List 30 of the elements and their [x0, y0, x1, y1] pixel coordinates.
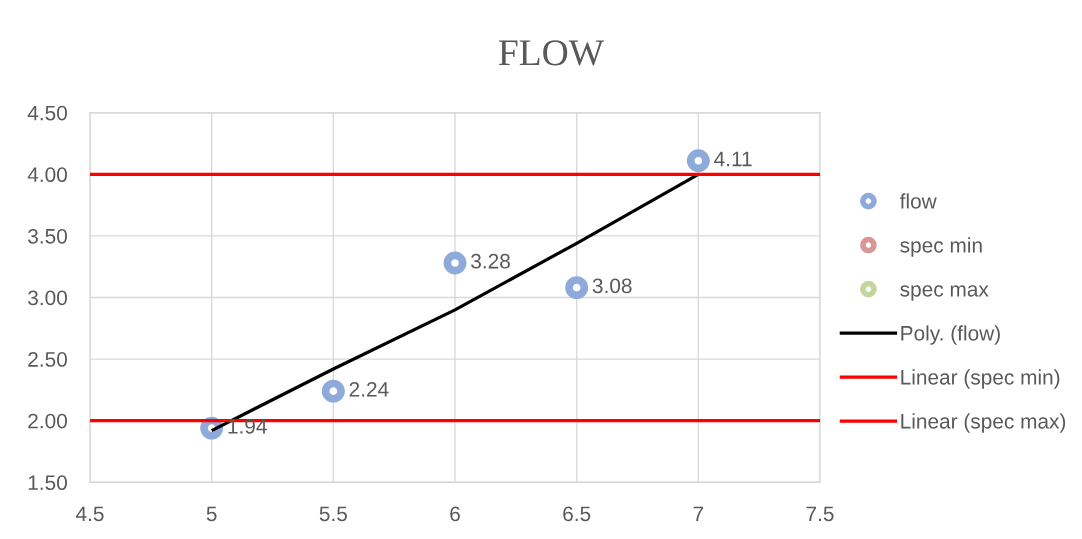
point — [443, 251, 467, 275]
y-tick-label: 4.50 — [27, 105, 67, 121]
point — [686, 149, 710, 173]
x-tick-label: 7.5 — [806, 506, 834, 522]
y-tick-label: 2.00 — [28, 413, 67, 429]
legend-label: Linear (spec min) — [901, 369, 1060, 389]
x-tick-label: 6 — [450, 506, 460, 522]
data-label: 1.94 — [228, 418, 267, 434]
chart-title: FLOW — [498, 40, 605, 66]
y-tick-label: 2.50 — [28, 352, 67, 367]
point — [321, 379, 345, 403]
data-label: 4.11 — [714, 151, 752, 167]
data-label: 3.28 — [471, 253, 510, 269]
legend-label: Linear (spec max) — [901, 413, 1066, 433]
x-tick-label: 5 — [206, 506, 217, 522]
legend-label: spec max — [900, 285, 989, 301]
legend-label: flow — [899, 193, 937, 209]
x-tick-label: 5.5 — [319, 506, 347, 522]
y-tick-label: 4.00 — [27, 167, 67, 183]
legend-label: Poly. (flow) — [901, 325, 1000, 345]
x-tick-label: 7 — [693, 506, 704, 522]
x-tick-label: 6.5 — [563, 506, 591, 522]
point — [565, 276, 589, 300]
data-label: 3.08 — [592, 278, 632, 294]
y-tick-label: 3.00 — [28, 290, 67, 306]
data-label: 2.24 — [349, 381, 389, 397]
x-tick-label: 4.5 — [76, 506, 104, 522]
y-tick-label: 3.50 — [28, 228, 67, 244]
y-tick-label: 1.50 — [28, 475, 67, 491]
legend-label: spec min — [900, 237, 982, 257]
